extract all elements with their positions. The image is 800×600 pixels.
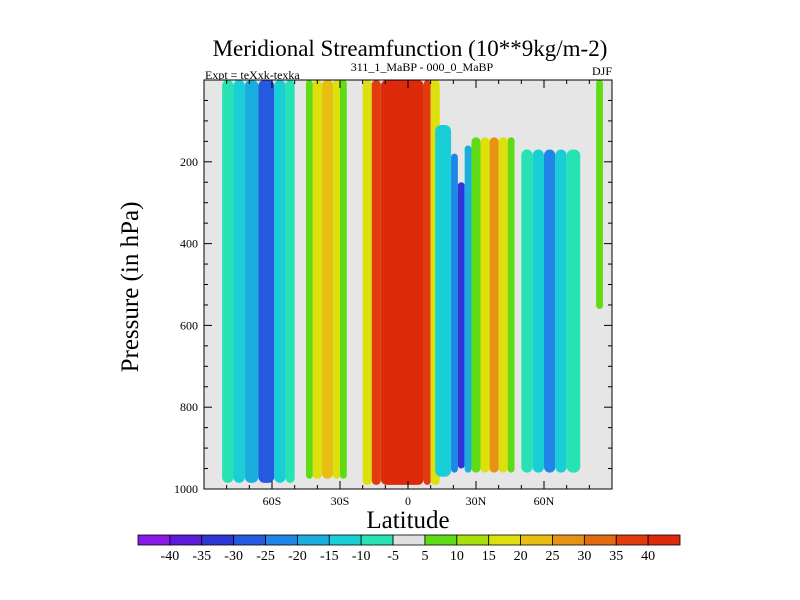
- colorbar-label: 25: [545, 549, 559, 564]
- colorbar-label: 10: [450, 549, 464, 564]
- contour-cell: [258, 80, 275, 483]
- contour-cell: [285, 80, 295, 483]
- colorbar-swatch: [360, 534, 394, 546]
- contour-cell: [340, 80, 347, 479]
- colorbar-swatch: [328, 534, 362, 546]
- season-label: DJF: [592, 64, 612, 78]
- contour-cell: [371, 80, 381, 485]
- x-tick-label: 60N: [534, 494, 555, 508]
- contour-fill-layer: [222, 80, 603, 485]
- colorbar-label: -10: [352, 549, 371, 564]
- chart-title: Meridional Streamfunction (10**9kg/m-2): [213, 36, 608, 61]
- contour-cell: [457, 182, 465, 469]
- x-axis-label: Latitude: [366, 507, 449, 534]
- x-tick-label: 30S: [331, 494, 350, 508]
- contour-cell: [233, 80, 245, 483]
- colorbar-swatch: [424, 534, 458, 546]
- contour-cell: [451, 153, 458, 473]
- colorbar-label: -40: [161, 549, 180, 564]
- contour-cell: [471, 137, 481, 473]
- contour-cell: [480, 137, 490, 473]
- colorbar-swatch: [615, 534, 649, 546]
- contour-cell: [566, 149, 581, 473]
- colorbar-label: 5: [421, 549, 428, 564]
- contour-cell: [312, 80, 322, 479]
- colorbar-label: 35: [609, 549, 623, 564]
- colorbar-swatch: [520, 534, 553, 546]
- colorbar-label: -20: [288, 549, 307, 564]
- x-tick-label: 60S: [263, 494, 282, 508]
- colorbar-swatch: [456, 534, 490, 546]
- y-tick-label: 200: [180, 155, 198, 169]
- colorbar-label: -30: [224, 549, 243, 564]
- colorbar-swatch: [552, 534, 585, 546]
- colorbar: [137, 534, 681, 546]
- contour-cell: [321, 80, 334, 479]
- x-axis-ticks: 60S 30S 0 30N 60N: [203, 80, 613, 508]
- colorbar-swatch: [201, 534, 235, 546]
- colorbar-swatch: [265, 534, 298, 546]
- y-tick-label: 600: [180, 318, 198, 332]
- difference-label: 311_1_MaBP - 000_0_MaBP: [351, 60, 494, 74]
- x-tick-label: 0: [405, 494, 411, 508]
- colorbar-swatch: [297, 534, 330, 546]
- contour-cell: [498, 137, 508, 473]
- contour-cell: [532, 149, 544, 473]
- colorbar-label: -15: [320, 549, 339, 564]
- colorbar-swatch: [647, 534, 681, 546]
- contour-cell: [435, 124, 452, 477]
- colorbar-swatch: [488, 534, 521, 546]
- contour-cell: [555, 149, 567, 473]
- colorbar-label: 15: [482, 549, 496, 564]
- colorbar-label: -5: [387, 549, 399, 564]
- contour-cell: [362, 80, 372, 485]
- contour-cell: [306, 80, 313, 479]
- colorbar-swatch: [583, 534, 617, 546]
- contour-cell: [333, 80, 340, 479]
- contour-cell: [507, 137, 515, 473]
- colorbar-label: 20: [514, 549, 528, 564]
- contour-cell: [222, 80, 234, 483]
- colorbar-swatch: [137, 534, 171, 546]
- colorbar-label: -25: [256, 549, 275, 564]
- contour-cell: [544, 149, 556, 473]
- contour-cell: [521, 149, 533, 473]
- colorbar-label: -35: [192, 549, 211, 564]
- colorbar-swatch: [392, 534, 426, 546]
- contour-cell: [596, 80, 603, 310]
- contour-cell: [464, 145, 472, 473]
- colorbar-label: 40: [641, 549, 655, 564]
- contour-cell: [423, 80, 431, 485]
- contour-cell: [380, 80, 424, 485]
- y-axis-label: Pressure (in hPa): [117, 202, 144, 373]
- experiment-label: Expt = teXxk-texka: [205, 68, 300, 82]
- x-tick-label: 30N: [466, 494, 487, 508]
- y-tick-label: 1000: [174, 482, 198, 496]
- y-tick-label: 800: [180, 400, 198, 414]
- contour-cell: [489, 137, 499, 473]
- colorbar-labels: -40 -35 -30 -25 -20 -15 -10 -5 5 10 15 20 25 30 35 40: [161, 549, 656, 564]
- contour-cell: [244, 80, 259, 483]
- colorbar-swatch: [233, 534, 266, 546]
- colorbar-swatch: [169, 534, 203, 546]
- contour-plot-area: [203, 79, 613, 490]
- y-tick-label: 400: [180, 237, 198, 251]
- colorbar-label: 30: [577, 549, 591, 564]
- contour-cell: [274, 80, 286, 483]
- y-axis-ticks: 200 400 600 800 1000: [174, 99, 612, 496]
